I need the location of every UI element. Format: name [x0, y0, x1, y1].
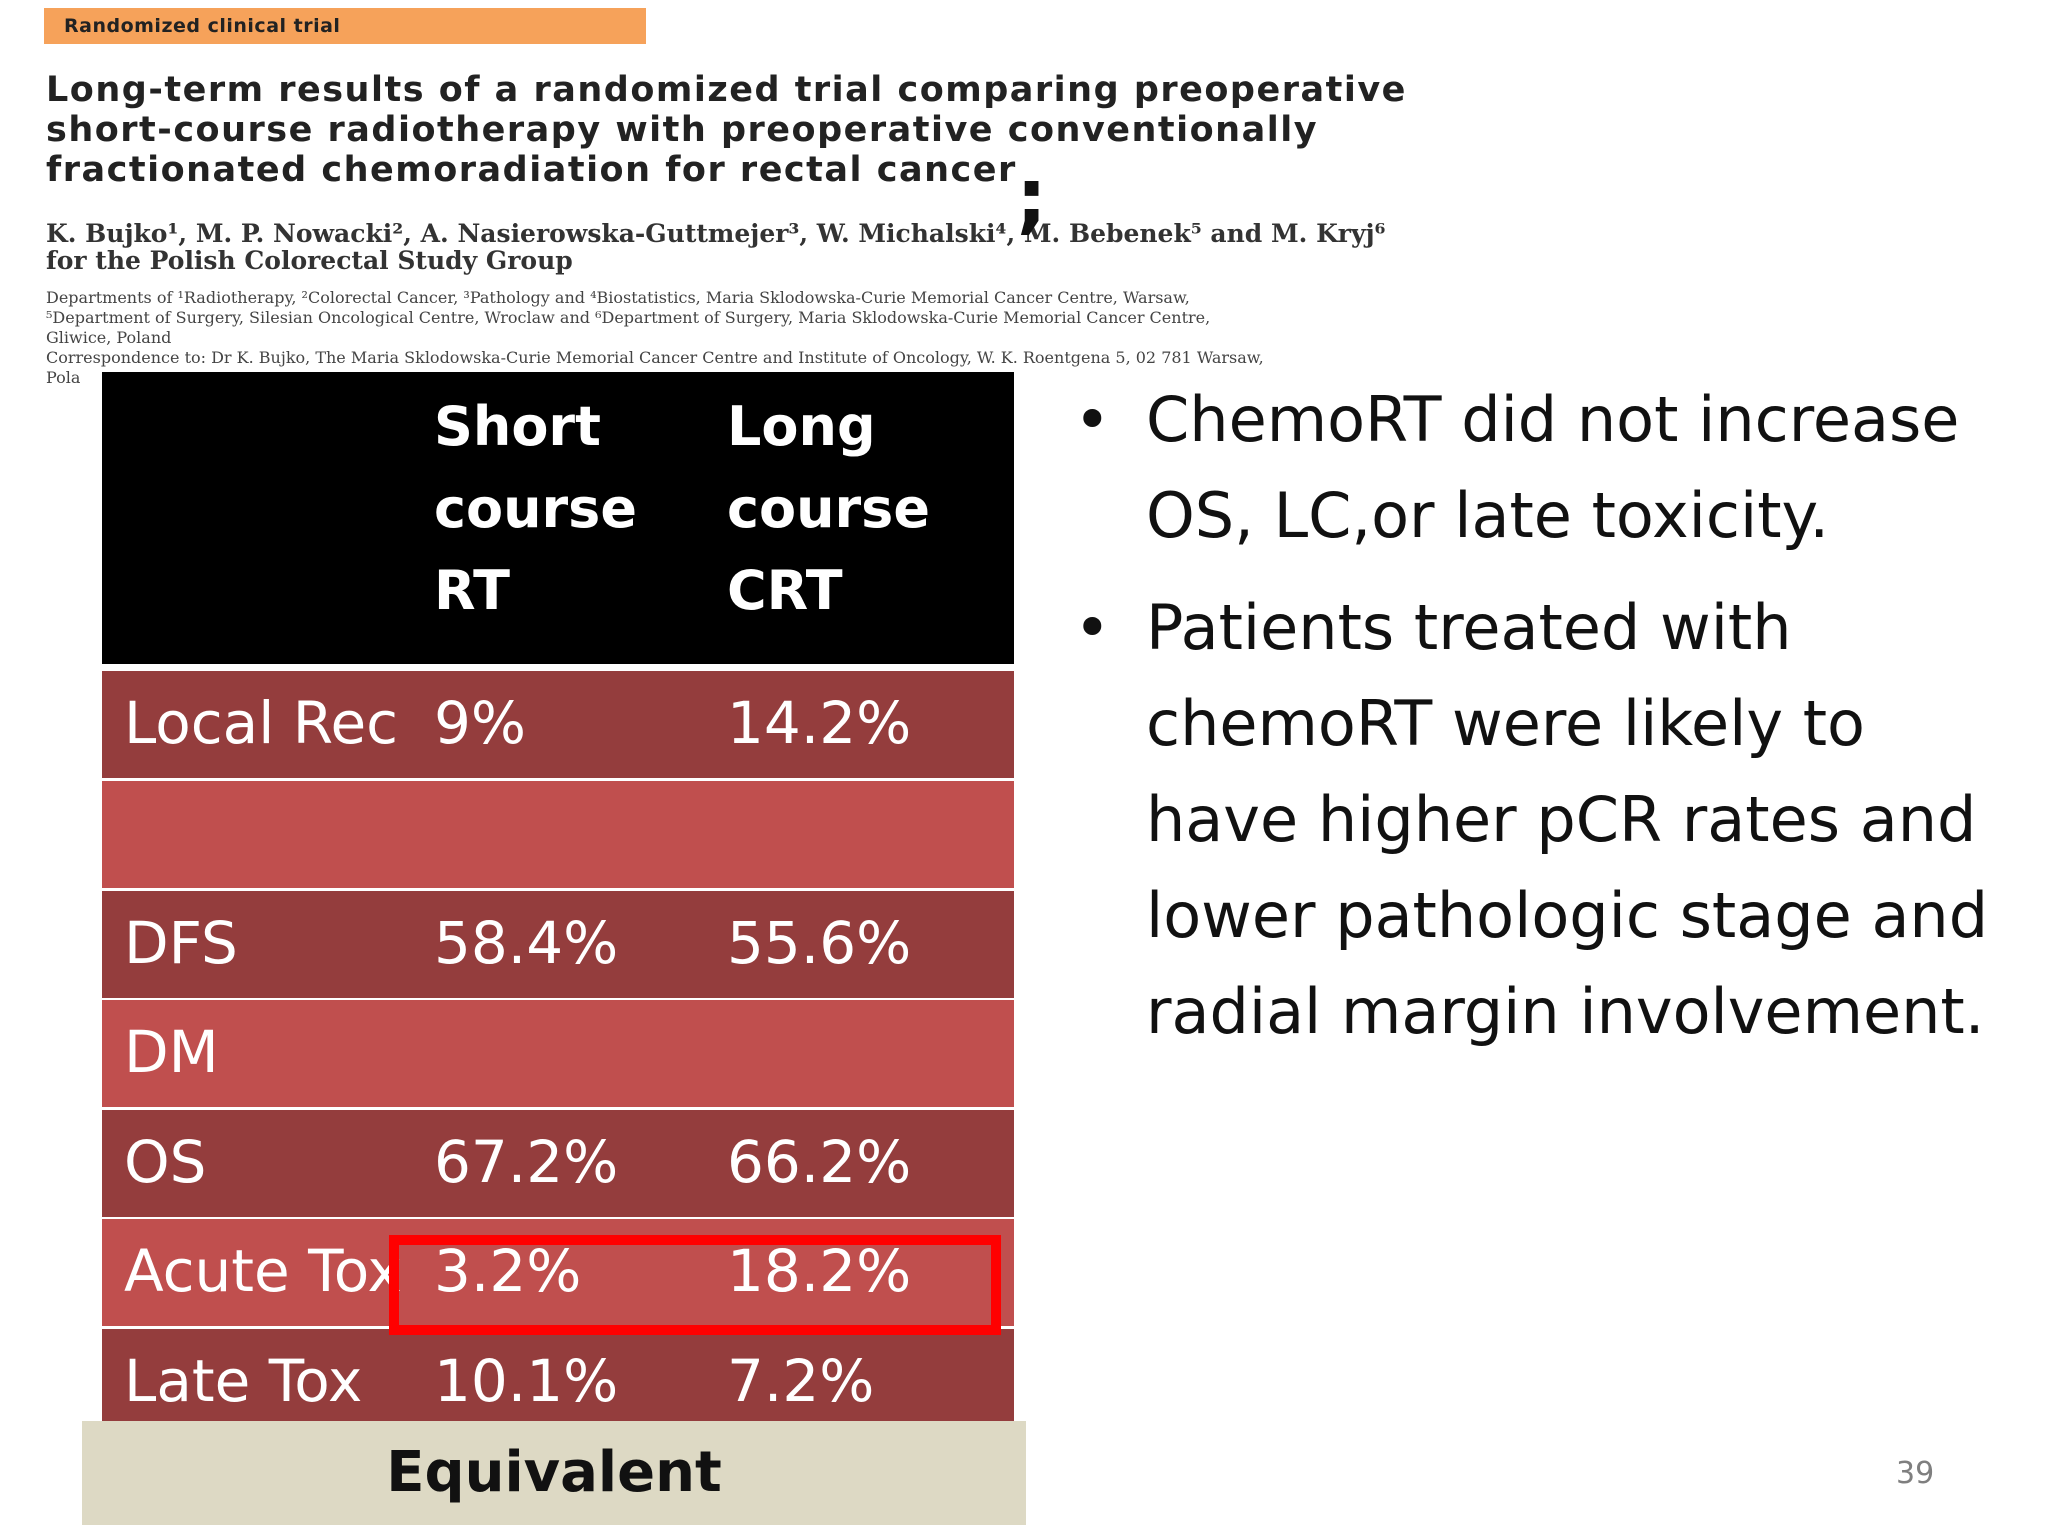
table-row: Late Tox 10.1% 7.2%	[102, 1329, 1014, 1436]
acute-tox-highlight-box	[389, 1235, 1001, 1335]
short-course-value: 3.2%	[434, 1237, 582, 1305]
equivalent-footer: Equivalent	[82, 1421, 1026, 1525]
article-authors: K. Bujko¹, M. P. Nowacki², A. Nasierowsk…	[46, 219, 1386, 275]
bullet-list: • ChemoRT did not increase OS, LC,or lat…	[1060, 372, 2000, 1076]
article-title: Long-term results of a randomized trial …	[46, 70, 1407, 190]
page-number: 39	[1896, 1456, 1935, 1491]
bullet-icon: •	[1074, 383, 1111, 456]
row-label: DM	[124, 1018, 219, 1086]
long-course-value: 66.2%	[727, 1128, 912, 1196]
row-label: Local Rec	[124, 689, 399, 757]
article-affiliations: Departments of ¹Radiotherapy, ²Colorecta…	[46, 288, 1264, 387]
article-header-clipping: Randomized clinical trial Long-term resu…	[0, 0, 2048, 390]
short-course-value: 10.1%	[434, 1347, 619, 1415]
long-course-value: 55.6%	[727, 909, 912, 977]
row-label: Acute Tox	[124, 1237, 402, 1305]
long-course-value: 18.2%	[727, 1237, 912, 1305]
bullet-point: • Patients treated with chemoRT were lik…	[1060, 580, 2000, 1060]
short-course-value: 9%	[434, 689, 527, 757]
article-type-badge: Randomized clinical trial	[44, 8, 646, 44]
header-cell-short-course: Short course RT	[434, 395, 637, 622]
row-label: Late Tox	[124, 1347, 363, 1415]
short-course-value: 58.4%	[434, 909, 619, 977]
row-label: DFS	[124, 909, 238, 977]
row-label: OS	[124, 1128, 207, 1196]
long-course-value: 14.2%	[727, 689, 912, 757]
bullet-text: ChemoRT did not increase OS, LC,or late …	[1146, 383, 1960, 552]
table-row: DFS 58.4% 55.6%	[102, 891, 1014, 998]
table-row: Local Rec 9% 14.2%	[102, 671, 1014, 778]
header-cell-long-course: Long course CRT	[727, 395, 930, 622]
table-row: OS 67.2% 66.2%	[102, 1110, 1014, 1217]
table-row	[102, 781, 1014, 888]
long-course-value: 7.2%	[727, 1347, 875, 1415]
bullet-icon: •	[1074, 591, 1111, 664]
stray-semicolon: ;	[1016, 153, 1048, 243]
table-row: DM	[102, 1000, 1014, 1107]
short-course-value: 67.2%	[434, 1128, 619, 1196]
bullet-text: Patients treated with chemoRT were likel…	[1146, 591, 1989, 1048]
bullet-point: • ChemoRT did not increase OS, LC,or lat…	[1060, 372, 2000, 564]
table-header: Short course RT Long course CRT	[102, 372, 1014, 664]
